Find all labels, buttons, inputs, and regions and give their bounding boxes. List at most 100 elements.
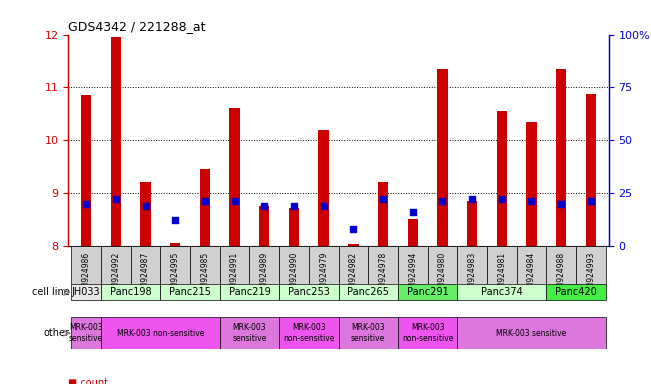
Point xyxy=(170,217,180,223)
Point xyxy=(556,200,566,207)
Bar xyxy=(111,37,121,246)
Bar xyxy=(546,284,605,300)
Bar xyxy=(309,246,339,284)
Text: MRK-003
sensitive: MRK-003 sensitive xyxy=(232,323,266,343)
Text: Panc219: Panc219 xyxy=(229,287,270,297)
Point xyxy=(81,200,91,207)
Text: GDS4342 / 221288_at: GDS4342 / 221288_at xyxy=(68,20,206,33)
Point xyxy=(259,203,270,209)
Text: ■ count: ■ count xyxy=(68,378,108,384)
Bar xyxy=(220,246,249,284)
Text: GSM924990: GSM924990 xyxy=(290,252,299,298)
Bar xyxy=(398,284,457,300)
Text: MRK-003
non-sensitive: MRK-003 non-sensitive xyxy=(402,323,453,343)
Text: GSM924991: GSM924991 xyxy=(230,252,239,298)
Bar xyxy=(457,317,605,349)
Text: GSM924989: GSM924989 xyxy=(260,252,269,298)
Bar xyxy=(556,69,566,246)
Text: MRK-003 non-sensitive: MRK-003 non-sensitive xyxy=(117,329,204,338)
Text: GSM924987: GSM924987 xyxy=(141,252,150,298)
Bar xyxy=(526,122,536,246)
Text: GSM924995: GSM924995 xyxy=(171,252,180,298)
Point xyxy=(408,209,418,215)
Bar xyxy=(101,246,131,284)
Point xyxy=(289,203,299,209)
Text: GSM924978: GSM924978 xyxy=(378,252,387,298)
Point xyxy=(141,203,151,209)
Bar xyxy=(279,246,309,284)
Point xyxy=(586,199,596,205)
Bar xyxy=(289,208,299,246)
Bar xyxy=(586,94,596,246)
Bar xyxy=(348,244,359,246)
Bar xyxy=(546,246,576,284)
Text: Panc198: Panc198 xyxy=(110,287,152,297)
Text: Panc253: Panc253 xyxy=(288,287,330,297)
Point xyxy=(437,199,448,205)
Point xyxy=(378,196,388,202)
Bar xyxy=(160,284,220,300)
Bar xyxy=(279,317,339,349)
Bar xyxy=(160,246,190,284)
Text: GSM924981: GSM924981 xyxy=(497,252,506,298)
Bar xyxy=(368,246,398,284)
Bar xyxy=(457,246,487,284)
Bar xyxy=(318,130,329,246)
Text: GSM924994: GSM924994 xyxy=(408,252,417,298)
Bar xyxy=(428,246,457,284)
Text: GSM924993: GSM924993 xyxy=(587,252,596,298)
Bar xyxy=(339,246,368,284)
Bar xyxy=(398,317,457,349)
Bar xyxy=(487,246,517,284)
Bar xyxy=(408,219,418,246)
Bar xyxy=(101,284,160,300)
Bar xyxy=(141,182,151,246)
Bar xyxy=(259,206,270,246)
Point xyxy=(229,199,240,205)
Bar xyxy=(437,69,448,246)
Point xyxy=(200,199,210,205)
Text: JH033: JH033 xyxy=(72,287,100,297)
Bar xyxy=(517,246,546,284)
Text: MRK-003
sensitive: MRK-003 sensitive xyxy=(351,323,385,343)
Bar xyxy=(576,246,605,284)
Text: GSM924979: GSM924979 xyxy=(319,252,328,298)
Text: MRK-003
sensitive: MRK-003 sensitive xyxy=(69,323,104,343)
Bar xyxy=(339,317,398,349)
Text: MRK-003
non-sensitive: MRK-003 non-sensitive xyxy=(283,323,335,343)
Text: Panc420: Panc420 xyxy=(555,287,597,297)
Bar xyxy=(378,182,388,246)
Text: Panc374: Panc374 xyxy=(481,287,523,297)
Bar xyxy=(81,95,91,246)
Point xyxy=(318,203,329,209)
Bar xyxy=(457,284,546,300)
Bar xyxy=(467,201,477,246)
Bar xyxy=(72,317,101,349)
Bar xyxy=(101,317,220,349)
Point xyxy=(111,196,121,202)
Text: GSM924988: GSM924988 xyxy=(557,252,566,298)
Text: GSM924980: GSM924980 xyxy=(438,252,447,298)
Text: cell line: cell line xyxy=(32,287,70,297)
Text: GSM924992: GSM924992 xyxy=(111,252,120,298)
Point xyxy=(497,196,507,202)
Text: other: other xyxy=(44,328,70,338)
Text: Panc215: Panc215 xyxy=(169,287,211,297)
Text: GSM924985: GSM924985 xyxy=(201,252,210,298)
Bar xyxy=(497,111,507,246)
Text: MRK-003 sensitive: MRK-003 sensitive xyxy=(496,329,566,338)
Bar xyxy=(220,284,279,300)
Bar xyxy=(279,284,339,300)
Bar xyxy=(72,246,101,284)
Bar xyxy=(339,284,398,300)
Point xyxy=(526,199,536,205)
Point xyxy=(348,226,359,232)
Bar xyxy=(200,169,210,246)
Bar xyxy=(190,246,220,284)
Bar xyxy=(229,109,240,246)
Bar xyxy=(170,243,180,246)
Point xyxy=(467,196,477,202)
Text: GSM924986: GSM924986 xyxy=(81,252,90,298)
Text: Panc291: Panc291 xyxy=(407,287,449,297)
Text: Panc265: Panc265 xyxy=(347,287,389,297)
